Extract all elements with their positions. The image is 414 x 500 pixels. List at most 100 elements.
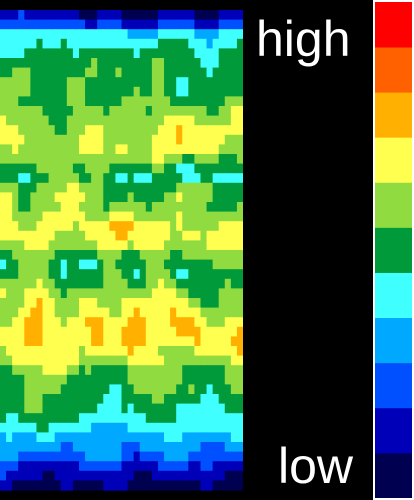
heatmap-cell	[72, 202, 80, 213]
heatmap-cell	[48, 365, 56, 376]
heatmap-cell	[103, 48, 110, 59]
heatmap-cell	[206, 240, 214, 251]
heatmap-cell	[30, 250, 38, 261]
heatmap-cell	[48, 355, 56, 366]
heatmap-cell	[176, 106, 183, 117]
heatmap-cell	[176, 250, 183, 261]
heatmap-cell	[145, 432, 153, 443]
heatmap-cell	[218, 336, 226, 347]
heatmap-cell	[212, 346, 220, 357]
heatmap-cell	[218, 250, 226, 261]
heatmap-cell	[182, 259, 189, 270]
heatmap-cell	[60, 442, 68, 453]
heatmap-cell	[103, 480, 110, 491]
heatmap-cell	[54, 192, 62, 203]
heatmap-cell	[157, 278, 165, 289]
heatmap-cell	[121, 96, 129, 107]
heatmap-cell	[18, 230, 25, 241]
heatmap-cell	[151, 394, 159, 405]
heatmap-cell	[194, 115, 202, 126]
heatmap-cell	[133, 278, 141, 289]
heatmap-cell	[48, 125, 56, 136]
heatmap-cell	[36, 163, 44, 174]
heatmap-cell	[66, 278, 74, 289]
heatmap-cell	[121, 403, 129, 414]
heatmap-cell	[212, 96, 220, 107]
heatmap-cell	[0, 269, 7, 280]
heatmap-cell	[115, 48, 123, 59]
heatmap-cell	[218, 451, 226, 462]
heatmap-cell	[200, 278, 208, 289]
heatmap-cell	[12, 163, 19, 174]
heatmap-cell	[164, 269, 171, 280]
heatmap-cell	[224, 115, 232, 126]
heatmap-cell	[30, 221, 38, 232]
heatmap-cell	[6, 48, 13, 59]
heatmap-cell	[91, 442, 98, 453]
heatmap-cell	[91, 86, 98, 97]
heatmap-cell	[121, 134, 129, 145]
heatmap-cell	[164, 432, 171, 443]
heatmap-cell	[12, 115, 19, 126]
heatmap-cell	[133, 58, 141, 69]
heatmap-cell	[176, 269, 183, 280]
heatmap-cell	[6, 269, 13, 280]
heatmap-cell	[157, 365, 165, 376]
heatmap-cell	[170, 29, 177, 40]
heatmap-cell	[115, 192, 123, 203]
heatmap-cell	[157, 240, 165, 251]
heatmap-cell	[194, 48, 202, 59]
heatmap-cell	[66, 326, 74, 337]
heatmap-cell	[97, 86, 104, 97]
heatmap-cell	[170, 115, 177, 126]
heatmap-cell	[78, 134, 86, 145]
heatmap-cell	[36, 451, 44, 462]
heatmap-cell	[182, 211, 189, 222]
heatmap-cell	[109, 451, 117, 462]
heatmap-cell	[151, 173, 159, 184]
heatmap-cell	[91, 192, 98, 203]
colorbar-swatch	[375, 407, 412, 454]
heatmap-cell	[48, 374, 56, 385]
heatmap-cell	[72, 211, 80, 222]
heatmap-cell	[91, 355, 98, 366]
heatmap-cell	[133, 211, 141, 222]
heatmap-cell	[66, 403, 74, 414]
heatmap-cell	[188, 106, 195, 117]
heatmap-cell	[206, 384, 214, 395]
heatmap-cell	[72, 259, 80, 270]
heatmap-cell	[164, 250, 171, 261]
heatmap-cell	[24, 480, 31, 491]
heatmap-cell	[60, 211, 68, 222]
heatmap-cell	[18, 317, 25, 328]
heatmap-cell	[188, 221, 195, 232]
heatmap-cell	[182, 38, 189, 49]
heatmap-cell	[170, 221, 177, 232]
heatmap-cell	[145, 106, 153, 117]
heatmap-cell	[224, 96, 232, 107]
heatmap-cell	[18, 19, 25, 30]
heatmap-cell	[12, 211, 19, 222]
heatmap-cell	[121, 355, 129, 366]
heatmap-cell	[85, 259, 92, 270]
heatmap-cell	[164, 230, 171, 241]
heatmap-cell	[97, 58, 104, 69]
heatmap-cell	[6, 451, 13, 462]
heatmap-cell	[91, 336, 98, 347]
heatmap-cell	[72, 154, 80, 165]
heatmap-cell	[54, 134, 62, 145]
heatmap-cell	[24, 346, 31, 357]
heatmap-cell	[151, 374, 159, 385]
heatmap-cell	[127, 221, 135, 232]
heatmap-cell	[103, 307, 110, 318]
heatmap-cell	[66, 298, 74, 309]
heatmap-cell	[188, 317, 195, 328]
heatmap-cell	[224, 269, 232, 280]
heatmap-cell	[12, 38, 19, 49]
heatmap-cell	[230, 442, 238, 453]
heatmap-cell	[176, 154, 183, 165]
heatmap-cell	[0, 115, 7, 126]
heatmap-cell	[121, 154, 129, 165]
heatmap-cell	[176, 211, 183, 222]
heatmap-cell	[18, 403, 25, 414]
